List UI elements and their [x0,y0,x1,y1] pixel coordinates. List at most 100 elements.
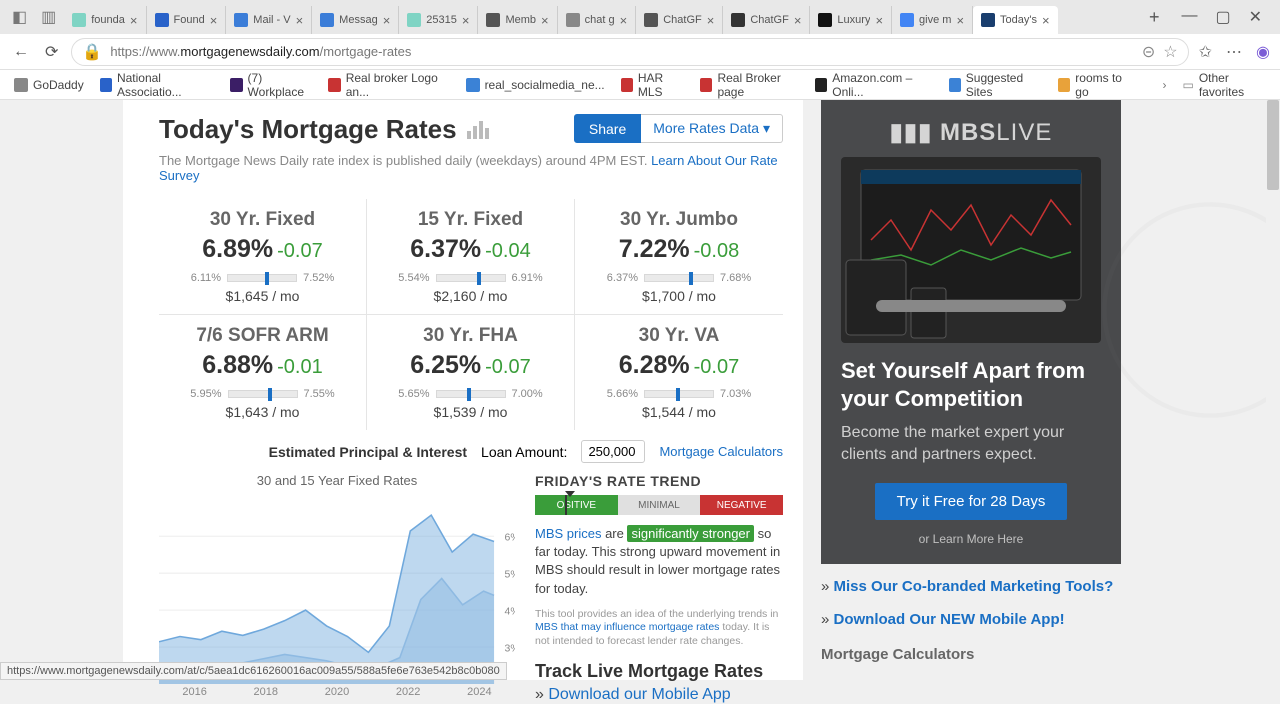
folder-icon: ▭ [1182,78,1193,92]
rate-cell[interactable]: 30 Yr. FHA 6.25%-0.07 5.65% 7.00% $1,539… [367,315,575,430]
svg-text:4%: 4% [505,605,515,617]
bookmark-item[interactable]: real_socialmedia_ne... [466,78,605,92]
mortgage-calculators-link[interactable]: Mortgage Calculators [659,444,783,459]
mbs-prices-link[interactable]: MBS prices [535,526,601,541]
download-app-link[interactable]: Download our Mobile App [535,686,783,704]
copilot-icon[interactable]: ◉ [1256,42,1270,62]
rate-value: 6.28%-0.07 [591,351,767,380]
maximize-button[interactable]: ▢ [1215,7,1230,27]
bookmark-favicon [466,78,480,92]
mbslive-ad[interactable]: ▮▮▮ MBSLIVE Set Yourself Apart from your… [821,100,1121,564]
trend-footnote: This tool provides an idea of the underl… [535,608,783,649]
sidelink-marketing[interactable]: Miss Our Co-branded Marketing Tools? [821,578,1121,595]
rate-value: 7.22%-0.08 [591,235,767,264]
mbs-influence-link[interactable]: MBS that may influence mortgage rates [535,621,719,633]
bookmark-label: rooms to go [1075,71,1130,99]
tab-close-icon[interactable]: × [462,13,470,28]
bookmark-item[interactable]: Real Broker page [700,71,799,99]
loan-amount-input[interactable] [581,440,645,463]
tab-close-icon[interactable]: × [130,13,138,28]
rate-range: 6.11% 7.52% [175,272,350,284]
tab-close-icon[interactable]: × [620,13,628,28]
tab-favicon [731,13,745,27]
rate-cell[interactable]: 30 Yr. Jumbo 7.22%-0.08 6.37% 7.68% $1,7… [575,199,783,315]
rate-cell[interactable]: 30 Yr. Fixed 6.89%-0.07 6.11% 7.52% $1,6… [159,199,367,315]
range-high: 7.55% [304,388,335,400]
tab-close-icon[interactable]: × [541,13,549,28]
status-bar: https://www.mortgagenewsdaily.com/at/c/5… [0,662,507,680]
close-window-button[interactable]: ✕ [1249,7,1262,27]
bookmark-label: real_socialmedia_ne... [485,78,605,92]
tab-close-icon[interactable]: × [210,13,218,28]
back-button[interactable]: ← [10,40,32,64]
rate-cell[interactable]: 30 Yr. VA 6.28%-0.07 5.66% 7.03% $1,544 … [575,315,783,430]
browser-tab[interactable]: Found× [147,6,227,34]
ad-learn-link[interactable]: or Learn More Here [841,532,1101,546]
tab-close-icon[interactable]: × [1042,13,1050,28]
bookmark-item[interactable]: rooms to go [1058,71,1130,99]
bookmark-favicon [14,78,28,92]
tab-close-icon[interactable]: × [794,13,802,28]
ad-cta-button[interactable]: Try it Free for 28 Days [875,483,1068,520]
loan-row: Estimated Principal & Interest Loan Amou… [159,440,783,463]
tab-close-icon[interactable]: × [296,13,304,28]
tab-favicon [407,13,421,27]
rate-cell[interactable]: 15 Yr. Fixed 6.37%-0.04 5.54% 6.91% $2,1… [367,199,575,315]
trend-text: MBS prices are significantly stronger so… [535,525,783,598]
bookmark-item[interactable]: Real broker Logo an... [328,71,449,99]
trend-negative: NEGATIVE [700,495,783,515]
scrollbar[interactable] [1266,100,1280,680]
reader-icon[interactable]: ⊝ [1142,42,1155,62]
bookmark-item[interactable]: GoDaddy [14,78,84,92]
tab-close-icon[interactable]: × [707,13,715,28]
tab-favicon [981,13,995,27]
tab-close-icon[interactable]: × [956,13,964,28]
new-tab-button[interactable]: + [1139,7,1170,28]
tab-close-icon[interactable]: × [875,13,883,28]
more-rates-button[interactable]: More Rates Data ▾ [641,114,783,143]
browser-tab[interactable]: Memb× [478,6,557,34]
browser-tab[interactable]: ChatGF× [723,6,810,34]
range-low: 5.66% [607,388,638,400]
menu-icon[interactable]: ⋯ [1226,42,1242,62]
range-low: 5.65% [398,388,429,400]
range-high: 6.91% [512,272,543,284]
ad-logo: ▮▮▮ MBSLIVE [821,118,1121,147]
bookmark-item[interactable]: Suggested Sites [949,71,1043,99]
bookmark-favicon [815,78,827,92]
scrollbar-thumb[interactable] [1267,100,1279,190]
browser-tab[interactable]: 25315× [399,6,478,34]
browser-tab[interactable]: chat g× [558,6,637,34]
collections-icon[interactable]: ▥ [41,7,56,27]
favorites-icon[interactable]: ✩ [1199,42,1212,62]
url-box[interactable]: 🔒 https://www.mortgagenewsdaily.com/mort… [71,38,1188,66]
other-favorites[interactable]: ▭Other favorites [1182,71,1266,99]
rate-change: -0.07 [485,356,531,378]
bookmark-favicon [700,78,712,92]
sidelink-mobile[interactable]: Download Our NEW Mobile App! [821,611,1121,628]
rates-grid: 30 Yr. Fixed 6.89%-0.07 6.11% 7.52% $1,6… [159,199,783,430]
browser-tab[interactable]: Luxury× [810,6,892,34]
browser-tab[interactable]: Messag× [312,6,399,34]
browser-tab[interactable]: Today's× [973,6,1058,34]
reload-button[interactable]: ⟳ [42,39,61,65]
rate-monthly: $1,544 / mo [591,404,767,420]
svg-text:5%: 5% [505,568,515,580]
browser-tab[interactable]: give m× [892,6,973,34]
bookmark-item[interactable]: (7) Workplace [230,71,312,99]
browser-tab[interactable]: ChatGF× [636,6,723,34]
bookmark-item[interactable]: National Associatio... [100,71,215,99]
rate-cell[interactable]: 7/6 SOFR ARM 6.88%-0.01 5.95% 7.55% $1,6… [159,315,367,430]
profile-icon[interactable]: ◧ [12,7,27,27]
minimize-button[interactable]: — [1181,7,1197,27]
browser-tab[interactable]: Mail - V× [226,6,312,34]
share-button[interactable]: Share [574,114,641,143]
bookmark-label: Real broker Logo an... [346,71,450,99]
bookmark-item[interactable]: Amazon.com – Onli... [815,71,933,99]
star-icon[interactable]: ☆ [1163,42,1177,62]
browser-tab[interactable]: founda× [64,6,146,34]
tab-close-icon[interactable]: × [383,13,391,28]
bookmark-label: National Associatio... [117,71,214,99]
bookmark-item[interactable]: HAR MLS [621,71,685,99]
bookmarks-overflow-icon[interactable]: › [1162,78,1166,92]
